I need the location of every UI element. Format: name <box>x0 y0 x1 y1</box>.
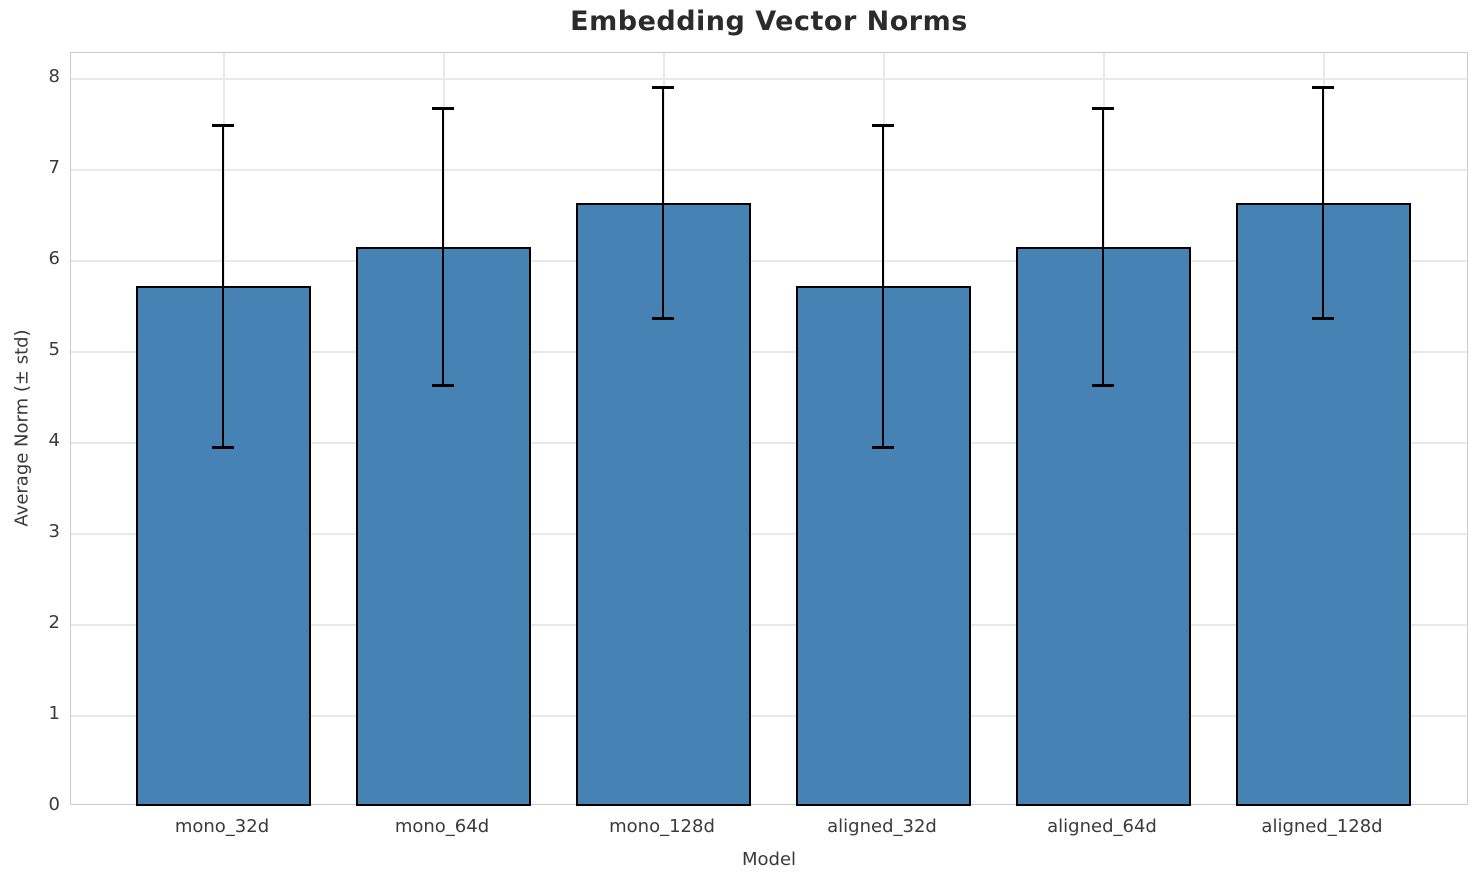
error-bar-cap <box>1092 107 1114 111</box>
gridline-horizontal <box>71 715 1467 717</box>
y-tick-label: 1 <box>48 703 60 724</box>
y-tick-label: 0 <box>48 794 60 815</box>
x-tick-label: mono_32d <box>174 816 270 837</box>
error-bar-line <box>441 108 445 386</box>
error-bar-cap <box>872 445 894 449</box>
gridline-horizontal <box>71 351 1467 353</box>
error-bar-cap <box>212 123 234 127</box>
y-tick-label: 5 <box>48 339 60 360</box>
error-bar-line <box>221 125 225 448</box>
error-bar-cap <box>652 85 674 89</box>
gridline-horizontal <box>71 260 1467 262</box>
x-axis-label: Model <box>741 849 797 870</box>
error-bar-cap <box>1092 384 1114 388</box>
x-tick-label: mono_128d <box>609 816 715 837</box>
error-bar-cap <box>652 316 674 320</box>
y-tick-label: 3 <box>48 521 60 542</box>
gridline-horizontal <box>71 533 1467 535</box>
error-bar-line <box>1101 108 1105 386</box>
gridline-horizontal <box>71 442 1467 444</box>
error-bar-cap <box>1312 316 1334 320</box>
error-bar-line <box>661 87 665 319</box>
error-bar-cap <box>432 107 454 111</box>
gridline-horizontal <box>71 78 1467 80</box>
error-bar-cap <box>1312 85 1334 89</box>
gridline-horizontal <box>71 624 1467 626</box>
error-bar-cap <box>872 123 894 127</box>
plot-area <box>70 52 1468 806</box>
x-tick-label: aligned_64d <box>1047 816 1157 837</box>
error-bar-cap <box>212 445 234 449</box>
chart-title: Embedding Vector Norms <box>570 6 968 37</box>
y-tick-label: 8 <box>48 66 60 87</box>
error-bar-line <box>1321 87 1325 319</box>
x-tick-label: aligned_32d <box>827 816 937 837</box>
y-tick-label: 2 <box>48 612 60 633</box>
x-tick-label: mono_64d <box>394 816 490 837</box>
error-bar-line <box>881 125 885 448</box>
error-bar-cap <box>432 384 454 388</box>
y-tick-label: 7 <box>48 157 60 178</box>
y-tick-label: 6 <box>48 248 60 269</box>
gridline-horizontal <box>71 169 1467 171</box>
x-tick-label: aligned_128d <box>1261 816 1383 837</box>
y-tick-label: 4 <box>48 430 60 451</box>
